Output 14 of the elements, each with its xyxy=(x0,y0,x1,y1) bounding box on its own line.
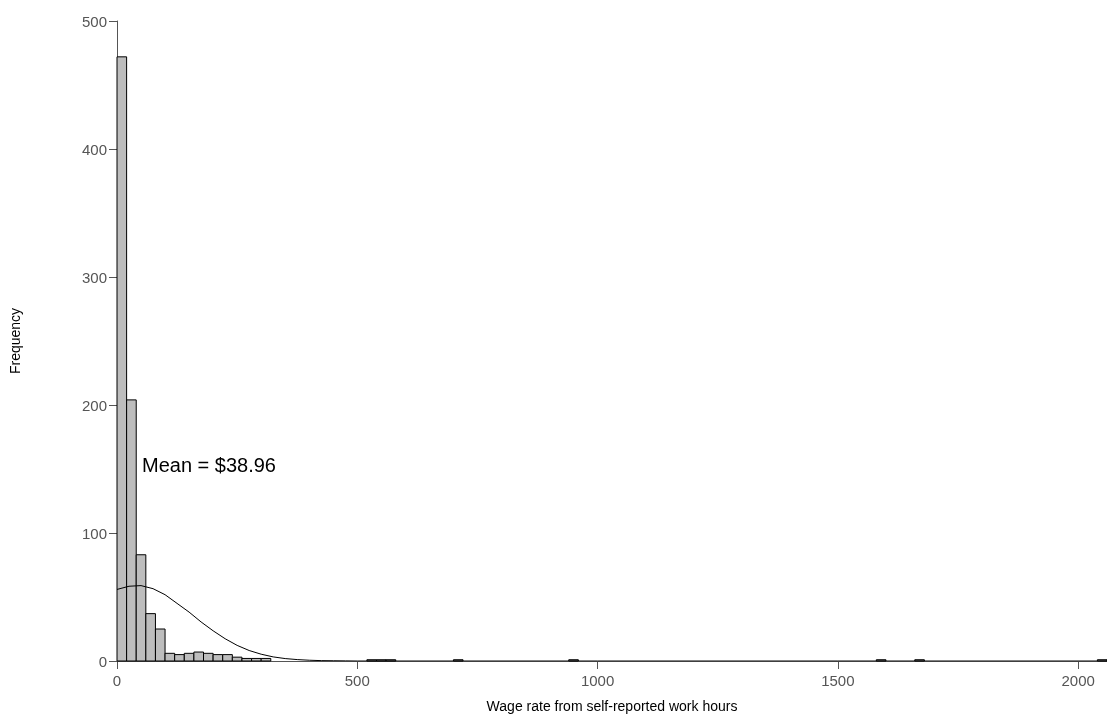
x-tick-label: 500 xyxy=(344,672,370,689)
y-tick-label: 500 xyxy=(81,12,107,30)
y-tick-label: 200 xyxy=(81,396,107,414)
y-tick-label: 100 xyxy=(81,524,107,542)
x-tick-label: 2000 xyxy=(1061,672,1095,689)
y-tick-label: 300 xyxy=(81,268,107,286)
y-tick-label: 0 xyxy=(98,652,107,670)
x-axis-title: Wage rate from self-reported work hours xyxy=(486,698,738,714)
x-tick-label: 1500 xyxy=(821,672,855,689)
x-tick-label: 1000 xyxy=(580,672,615,689)
y-axis-title: Frequency xyxy=(7,307,23,375)
y-tick-label: 400 xyxy=(81,140,107,158)
x-tick-label: 0 xyxy=(112,672,122,689)
annotation: Mean = $38.96 xyxy=(142,454,276,476)
